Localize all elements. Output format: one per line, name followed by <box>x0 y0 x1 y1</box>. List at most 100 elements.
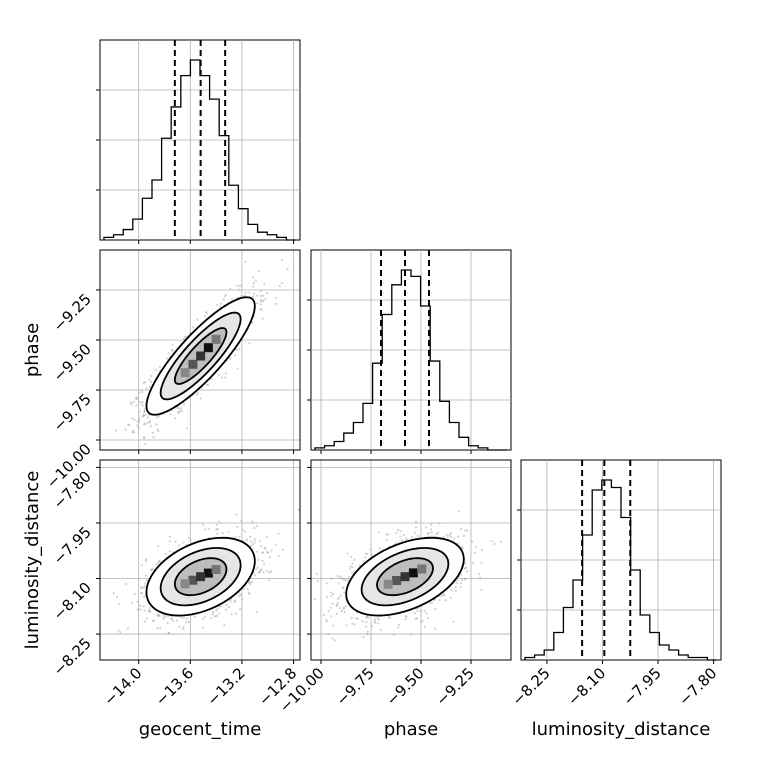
density-cell <box>188 359 198 369</box>
sample-point <box>227 531 230 534</box>
sample-point <box>454 589 457 592</box>
x-axis-label-geocent_time: geocent_time <box>139 719 262 740</box>
sample-point <box>142 605 145 608</box>
sample-point <box>413 611 417 615</box>
sample-point <box>259 308 262 311</box>
sample-point <box>187 620 191 623</box>
density-cell <box>188 575 198 585</box>
sample-point <box>435 532 438 536</box>
sample-point <box>164 552 167 556</box>
density-cell <box>203 568 213 578</box>
sample-point <box>248 342 251 345</box>
sample-point <box>346 552 349 555</box>
sample-point <box>139 401 142 404</box>
sample-point <box>397 626 400 629</box>
sample-point <box>251 520 254 523</box>
sample-point <box>461 547 464 550</box>
sample-point <box>183 338 186 341</box>
sample-point <box>347 576 350 579</box>
sample-point <box>250 540 253 543</box>
sample-point <box>154 368 157 371</box>
sample-point <box>424 526 428 529</box>
sample-point <box>138 420 141 423</box>
sample-point <box>322 613 325 617</box>
sample-point <box>216 607 219 610</box>
sample-point <box>426 616 430 620</box>
sample-point <box>326 620 329 623</box>
sample-point <box>315 573 318 576</box>
sample-point <box>355 617 358 620</box>
sample-point <box>158 559 161 562</box>
sample-point <box>129 401 133 404</box>
sample-point <box>149 385 152 388</box>
sample-point <box>157 561 160 564</box>
sample-point <box>196 391 199 394</box>
sample-point <box>378 546 381 550</box>
sample-point <box>185 335 188 338</box>
sample-point <box>336 602 339 605</box>
sample-point <box>244 530 247 533</box>
sample-point <box>151 431 154 434</box>
sample-point <box>409 633 413 636</box>
sample-point <box>343 610 346 614</box>
sample-point <box>362 635 365 639</box>
sample-point <box>136 608 139 611</box>
sample-point <box>340 609 343 612</box>
sample-point <box>135 404 138 407</box>
sample-point <box>253 526 256 530</box>
sample-point <box>362 560 365 563</box>
sample-point <box>260 544 263 548</box>
axes-frame <box>99 249 301 451</box>
sample-point <box>281 548 284 551</box>
sample-point <box>238 348 241 351</box>
sample-point <box>325 582 329 585</box>
sample-point <box>313 598 316 601</box>
sample-point <box>180 616 183 619</box>
sample-point <box>241 598 244 601</box>
sample-point <box>274 296 277 300</box>
sample-point <box>162 614 165 617</box>
sample-point <box>258 270 261 273</box>
x-tick-label: −14.0 <box>100 664 145 709</box>
sample-point <box>216 303 219 306</box>
sample-point <box>268 556 272 559</box>
sample-point <box>459 586 462 589</box>
sample-point <box>266 292 269 295</box>
sample-point <box>139 608 142 611</box>
sample-point <box>177 411 180 414</box>
sample-point <box>216 532 219 535</box>
sample-point <box>211 612 215 616</box>
sample-point <box>316 579 320 583</box>
sample-point <box>167 631 171 635</box>
sample-point <box>252 281 255 285</box>
sample-point <box>236 525 239 528</box>
sample-point <box>459 582 462 585</box>
scatter-geocent_time-luminosity_distance <box>96 459 301 664</box>
sample-point <box>185 620 188 624</box>
sample-point <box>405 615 408 618</box>
sample-point <box>373 617 376 621</box>
sample-point <box>366 632 369 636</box>
sample-point <box>399 529 402 533</box>
sample-point <box>118 603 121 606</box>
scatter-geocent_time-phase <box>96 249 301 454</box>
density-cell <box>383 579 393 589</box>
sample-point <box>140 390 143 394</box>
sample-point <box>342 586 345 590</box>
sample-point <box>182 625 185 628</box>
sample-point <box>338 606 342 610</box>
sample-point <box>163 615 166 619</box>
sample-point <box>438 599 441 602</box>
sample-point <box>136 424 139 427</box>
sample-point <box>434 627 437 630</box>
sample-point <box>479 576 482 579</box>
sample-point <box>434 607 437 611</box>
sample-point <box>442 593 445 596</box>
sample-point <box>157 429 160 433</box>
sample-point <box>443 593 446 597</box>
sample-point <box>235 348 238 352</box>
sample-point <box>248 291 251 295</box>
sample-point <box>132 400 135 404</box>
sample-point <box>177 411 180 414</box>
